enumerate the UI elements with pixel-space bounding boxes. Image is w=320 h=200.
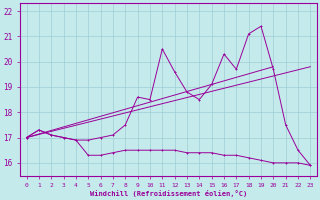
- X-axis label: Windchill (Refroidissement éolien,°C): Windchill (Refroidissement éolien,°C): [90, 190, 247, 197]
